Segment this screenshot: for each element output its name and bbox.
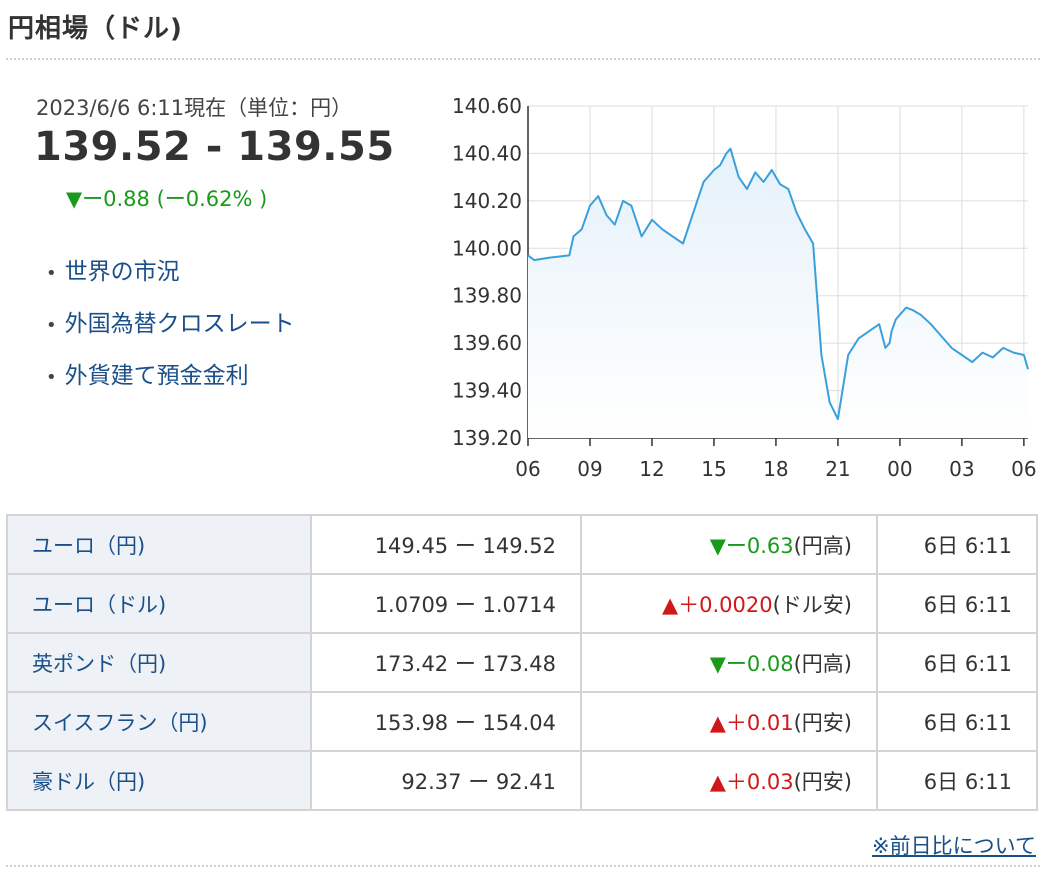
quote-change: ▼ー0.88 (ー0.62% ) (66, 187, 268, 211)
rate-range: 173.42 ー 173.48 (310, 632, 582, 693)
change-direction-note: (円高) (793, 651, 852, 676)
rate-range: 153.98 ー 154.04 (310, 691, 582, 752)
x-tick-label: 06 (515, 457, 540, 481)
rate-range: 149.45 ー 149.52 (310, 514, 582, 575)
change-direction-note: (円安) (793, 710, 852, 735)
currency-pair-name[interactable]: ユーロ（ドル) (6, 573, 312, 634)
quote-price: 139.52 - 139.55 (34, 124, 395, 170)
currency-pair-label[interactable]: ユーロ（ドル) (32, 592, 167, 617)
rate-change: ▼ー0.08(円高) (580, 632, 878, 693)
x-tick-label: 12 (639, 457, 664, 481)
link-item-cross-rates: • 外国為替クロスレート (46, 307, 295, 359)
currency-pair-name[interactable]: 豪ドル（円) (6, 750, 312, 811)
link-world-markets[interactable]: 世界の市況 (64, 259, 180, 285)
link-cross-rates[interactable]: 外国為替クロスレート (64, 311, 295, 337)
change-value: ー0.08 (725, 651, 794, 676)
table-row: スイスフラン（円) 153.98 ー 154.04 ▲＋0.01(円安) 6日 6:1… (6, 691, 1038, 752)
down-triangle-icon: ▼ (709, 533, 726, 558)
link-item-world-markets: • 世界の市況 (46, 255, 295, 307)
y-tick-label: 139.80 (452, 284, 522, 308)
change-value: ＋0.01 (725, 710, 794, 735)
rate-change: ▲＋0.01(円安) (580, 691, 878, 752)
rate-change: ▼ー0.63(円高) (580, 514, 878, 575)
link-item-deposit-rates: • 外貨建て預金金利 (46, 359, 295, 411)
change-direction-note: (円高) (793, 533, 852, 558)
currency-pair-name[interactable]: スイスフラン（円) (6, 691, 312, 752)
title-divider (6, 58, 1040, 60)
update-time: 6日 6:11 (876, 514, 1038, 575)
page-title: 円相場（ドル) (8, 14, 183, 44)
update-time: 6日 6:11 (876, 750, 1038, 811)
bullet-icon: • (46, 263, 57, 284)
price-area (528, 148, 1028, 438)
y-tick-label: 139.20 (452, 426, 522, 450)
rate-change: ▲＋0.03(円安) (580, 750, 878, 811)
rate-range: 1.0709 ー 1.0714 (310, 573, 582, 634)
y-tick-label: 139.60 (452, 331, 522, 355)
up-triangle-icon: ▲ (661, 592, 679, 617)
bullet-icon: • (46, 367, 57, 388)
change-value: ＋0.0020 (678, 592, 773, 617)
x-tick-label: 09 (577, 457, 602, 481)
x-tick-label: 06 (1011, 457, 1036, 481)
up-triangle-icon: ▲ (709, 769, 726, 794)
bullet-icon: • (46, 315, 57, 336)
y-tick-label: 140.00 (452, 236, 522, 260)
currency-pair-label[interactable]: 豪ドル（円) (32, 769, 146, 794)
table-row: 豪ドル（円) 92.37 ー 92.41 ▲＋0.03(円安) 6日 6:11 (6, 750, 1038, 811)
currency-pair-label[interactable]: スイスフラン（円) (32, 710, 208, 735)
usd-jpy-chart: 140.60 140.40 140.20 140.00 139.80 139.60 139.… (452, 94, 1037, 481)
rate-change: ▲＋0.0020(ドル安) (580, 573, 878, 634)
table-row: ユーロ（円) 149.45 ー 149.52 ▼ー0.63(円高) 6日 6:11 (6, 514, 1038, 575)
x-tick-label: 15 (701, 457, 726, 481)
y-tick-label: 140.20 (452, 189, 522, 213)
change-value: ＋0.03 (725, 769, 794, 794)
change-note-link[interactable]: ※前日比について (872, 834, 1036, 858)
y-tick-label: 140.40 (452, 141, 522, 165)
x-tick-label: 00 (887, 457, 912, 481)
x-tick-label: 21 (825, 457, 850, 481)
down-triangle-icon: ▼ (709, 651, 726, 676)
link-deposit-rates[interactable]: 外貨建て預金金利 (64, 363, 249, 389)
change-value: ー0.63 (725, 533, 794, 558)
quote-timestamp: 2023/6/6 6:11現在（単位：円） (36, 96, 353, 120)
x-tick-label: 03 (949, 457, 974, 481)
x-tick-label: 18 (763, 457, 788, 481)
y-tick-label: 140.60 (452, 94, 522, 118)
related-links: • 世界の市況 • 外国為替クロスレート • 外貨建て預金金利 (46, 255, 295, 411)
change-direction-note: (ドル安) (772, 592, 852, 617)
update-time: 6日 6:11 (876, 691, 1038, 752)
y-tick-label: 139.40 (452, 379, 522, 403)
change-direction-note: (円安) (793, 769, 852, 794)
rate-range: 92.37 ー 92.41 (310, 750, 582, 811)
currency-pair-label[interactable]: 英ポンド（円) (32, 651, 167, 676)
update-time: 6日 6:11 (876, 632, 1038, 693)
currency-pair-name[interactable]: 英ポンド（円) (6, 632, 312, 693)
up-triangle-icon: ▲ (709, 710, 726, 735)
currency-pair-label[interactable]: ユーロ（円) (32, 533, 146, 558)
update-time: 6日 6:11 (876, 573, 1038, 634)
price-line (527, 147, 1029, 420)
table-row: 英ポンド（円) 173.42 ー 173.48 ▼ー0.08(円高) 6日 6:11 (6, 632, 1038, 693)
currency-pair-name[interactable]: ユーロ（円) (6, 514, 312, 575)
bottom-divider (6, 865, 1040, 867)
table-row: ユーロ（ドル) 1.0709 ー 1.0714 ▲＋0.0020(ドル安) 6日 6:… (6, 573, 1038, 634)
rates-table: ユーロ（円) 149.45 ー 149.52 ▼ー0.63(円高) 6日 6:11 ユー… (6, 514, 1038, 811)
